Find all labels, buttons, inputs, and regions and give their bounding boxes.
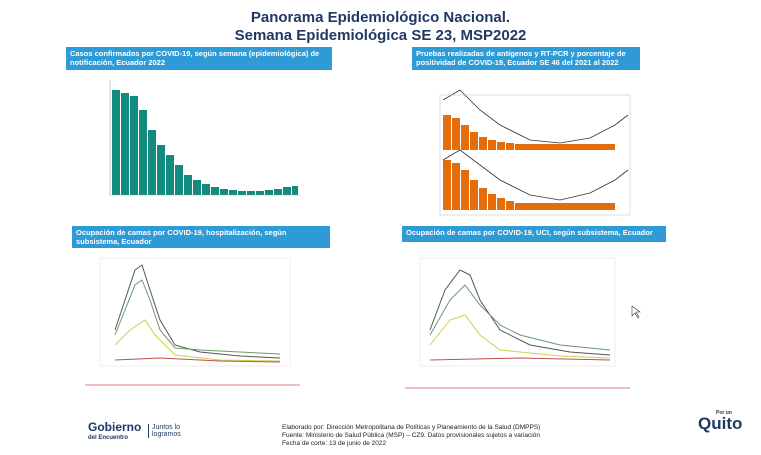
orange-bars	[443, 115, 615, 210]
panel-header: Casos confirmados por COVID-19, según se…	[66, 47, 332, 70]
footer-text: Elaborado por: Dirección Metropolitana d…	[282, 424, 541, 431]
hosp-lines	[114, 264, 281, 363]
logo-text: Juntos lo logramos	[148, 424, 197, 438]
logo-text: Gobierno	[88, 420, 142, 434]
uci-lines	[429, 269, 611, 361]
panel-header: Ocupación de camas por COVID-19, hospita…	[72, 226, 330, 248]
teal-bars	[112, 90, 298, 195]
title-line: Semana Epidemiológica SE 23, MSP2022	[234, 27, 527, 44]
footer-text: Fecha de corte: 13 de junio de 2022	[282, 440, 387, 447]
logo-text: Por un	[716, 410, 732, 416]
footer-text: Fuente: Ministerio de Salud Pública (MSP…	[282, 432, 540, 439]
title-line: Panorama Epidemiológico Nacional.	[250, 9, 511, 26]
panel-header: Ocupación de camas por COVID-19, UCI, se…	[402, 226, 666, 242]
panel-header: Pruebas realizadas de antígenos y RT-PCR…	[412, 47, 640, 70]
logo-text: Quito	[698, 414, 743, 433]
logo-text: del Encuentro	[88, 435, 129, 441]
